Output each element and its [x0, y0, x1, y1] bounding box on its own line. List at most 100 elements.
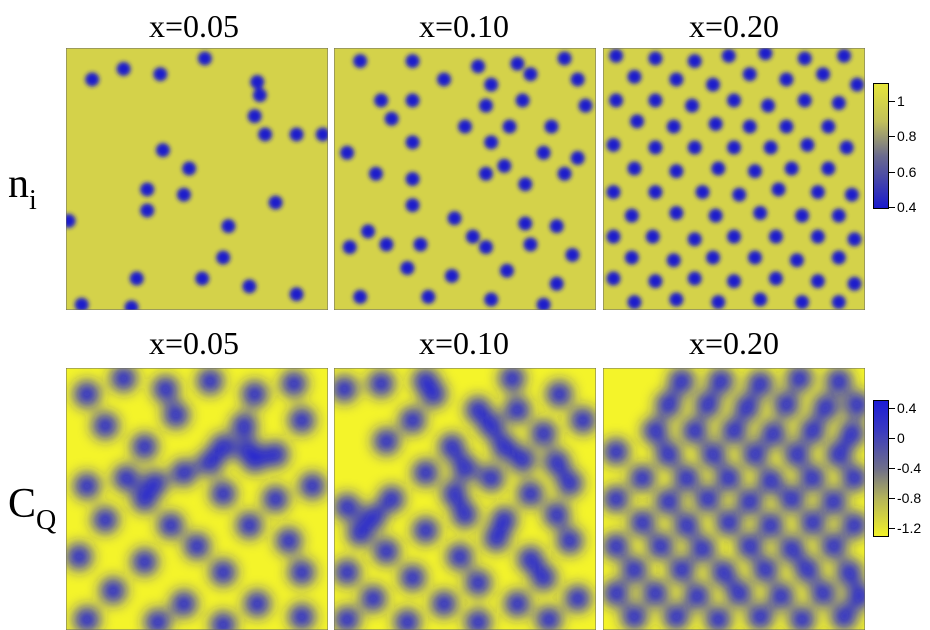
colorbar-tick-mark: [889, 527, 895, 529]
heatmap-blob-cq-x005: [152, 375, 179, 402]
heatmap-blob-n-x020: [648, 93, 663, 108]
heatmap-blob-n-x010: [518, 216, 533, 231]
heatmap-blob-cq-x010: [431, 590, 458, 617]
heatmap-blob-cq-x020: [715, 509, 742, 536]
heatmap-panel-n-x020: [603, 48, 865, 310]
heatmap-blob-n-x020: [758, 48, 773, 61]
heatmap-blob-cq-x020: [831, 603, 858, 630]
heatmap-blob-n-x020: [669, 72, 684, 87]
heatmap-blob-cq-x005: [288, 603, 315, 630]
heatmap-blob-n-x010: [353, 289, 368, 304]
heatmap-blob-cq-x020: [705, 606, 732, 630]
heatmap-blob-n-x020: [666, 253, 681, 268]
heatmap-blob-cq-x005: [131, 486, 158, 512]
heatmap-blob-n-x005: [250, 75, 265, 90]
heatmap-blob-cq-x005: [236, 512, 263, 539]
heatmap-blob-cq-x020: [673, 512, 700, 539]
colorbar-tick-mark: [889, 136, 895, 138]
heatmap-blob-n-x020: [831, 295, 846, 310]
colorbar-tick-label: 0.4: [897, 399, 917, 416]
heatmap-blob-n-x010: [557, 166, 572, 181]
heatmap-blob-cq-x005: [131, 433, 158, 460]
heatmap-blob-n-x005: [247, 109, 262, 124]
row-label-cq: CQ: [8, 480, 56, 537]
heatmap-blob-n-x005: [289, 127, 304, 142]
heatmap-blob-n-x010: [523, 237, 538, 252]
heatmap-blob-cq-x010: [556, 470, 583, 497]
heatmap-blob-cq-x020: [673, 465, 700, 492]
heatmap-blob-cq-x020: [794, 556, 821, 583]
heatmap-blob-n-x020: [695, 185, 710, 200]
heatmap-panel-n-x005: [66, 48, 328, 310]
heatmap-blob-cq-x005: [197, 449, 224, 476]
heatmap-blob-n-x010: [465, 229, 480, 244]
heatmap-blob-cq-x020: [603, 486, 630, 512]
heatmap-blob-n-x020: [847, 232, 862, 247]
heatmap-blob-cq-x010: [478, 412, 505, 439]
heatmap-blob-n-x020: [768, 229, 783, 244]
panel-title-cq-x005: x=0.05: [148, 325, 240, 361]
heatmap-blob-cq-x010: [368, 370, 395, 397]
heatmap-blob-n-x005: [74, 297, 89, 310]
heatmap-blob-n-x020: [810, 274, 825, 289]
heatmap-blob-n-x005: [85, 72, 100, 87]
heatmap-blob-cq-x005: [210, 559, 237, 586]
heatmap-blob-n-x020: [669, 206, 684, 221]
heatmap-blob-cq-x010: [569, 407, 596, 434]
heatmap-blob-n-x010: [413, 237, 428, 252]
heatmap-blob-cq-x020: [726, 580, 753, 607]
heatmap-blob-cq-x020: [778, 535, 805, 562]
heatmap-blob-n-x020: [850, 77, 865, 92]
heatmap-blob-cq-x020: [603, 580, 630, 607]
heatmap-blob-n-x020: [666, 119, 681, 134]
heatmap-blob-n-x010: [536, 145, 551, 160]
heatmap-blob-n-x020: [747, 250, 762, 265]
heatmap-blob-n-x020: [687, 232, 702, 247]
heatmap-blob-n-x020: [727, 229, 741, 244]
heatmap-blob-n-x010: [444, 268, 459, 283]
heatmap-blob-n-x020: [708, 116, 723, 131]
heatmap-blob-n-x005: [176, 187, 191, 202]
heatmap-blob-cq-x020: [747, 370, 774, 397]
heatmap-blob-n-x005: [153, 67, 168, 82]
heatmap-blob-n-x005: [252, 88, 267, 103]
heatmap-blob-n-x020: [669, 292, 684, 307]
heatmap-blob-n-x020: [821, 161, 836, 176]
heatmap-blob-cq-x020: [768, 582, 795, 609]
heatmap-blob-cq-x010: [412, 459, 439, 486]
panel-title-cq-x010: x=0.10: [418, 325, 510, 361]
colorbar-tick-mark: [889, 437, 895, 439]
heatmap-blob-n-x020: [768, 271, 783, 286]
heatmap-blob-n-x020: [606, 271, 621, 286]
heatmap-blob-n-x020: [727, 140, 741, 155]
heatmap-blob-cq-x005: [244, 590, 271, 617]
heatmap-blob-cq-x020: [846, 582, 865, 609]
heatmap-blob-cq-x005: [92, 412, 119, 439]
heatmap-blob-cq-x005: [144, 609, 171, 630]
heatmap-background: [66, 48, 328, 310]
heatmap-blob-n-x005: [140, 182, 155, 197]
heatmap-blob-cq-x010: [438, 433, 465, 460]
heatmap-blob-cq-x005: [299, 472, 326, 499]
panel-title-n-x005: x=0.05: [148, 8, 240, 44]
row-label-ni-main: n: [8, 161, 29, 207]
heatmap-blob-n-x010: [458, 119, 472, 134]
heatmap-blob-cq-x010: [373, 538, 400, 565]
heatmap-blob-cq-x020: [681, 417, 708, 444]
heatmap-blob-n-x020: [606, 185, 621, 200]
heatmap-blob-n-x020: [779, 119, 794, 134]
heatmap-blob-n-x010: [510, 56, 525, 71]
panel-title-n-x020: x=0.20: [688, 8, 780, 44]
colorbar-tick-label: 0.6: [897, 163, 917, 180]
heatmap-blob-cq-x020: [825, 441, 852, 468]
heatmap-blob-cq-x010: [399, 407, 426, 434]
row-label-cq-sub: Q: [36, 505, 57, 536]
heatmap-blob-n-x010: [544, 119, 559, 134]
heatmap-blob-n-x010: [405, 93, 420, 108]
heatmap-blob-cq-x020: [760, 420, 787, 447]
heatmap-blob-n-x020: [784, 161, 799, 176]
heatmap-blob-cq-x010: [543, 501, 570, 528]
colorbar-tick-label: -0.4: [897, 459, 922, 476]
heatmap-blob-n-x010: [578, 98, 593, 113]
heatmap-blob-cq-x005: [197, 368, 224, 395]
